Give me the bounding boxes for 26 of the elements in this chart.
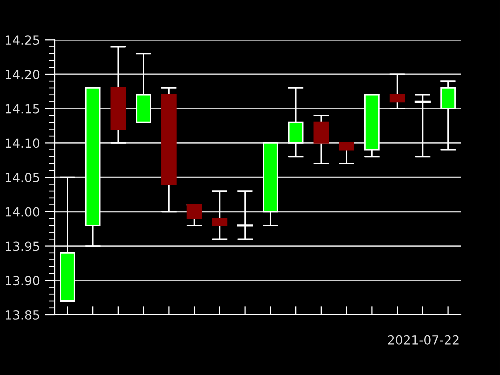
candlestick xyxy=(186,204,202,226)
candlestick xyxy=(85,88,101,247)
candlestick xyxy=(414,94,431,158)
candlestick xyxy=(390,74,406,110)
candlestick xyxy=(263,142,278,226)
candlestick xyxy=(136,53,152,124)
y-tick-label: 13.90 xyxy=(6,276,40,286)
candlestick xyxy=(339,142,354,165)
candlestick xyxy=(212,190,228,240)
y-tick-label: 14.25 xyxy=(6,36,40,46)
candlestick xyxy=(60,176,76,302)
candlestick xyxy=(364,94,380,158)
candlestick xyxy=(288,88,304,158)
candlestick xyxy=(110,46,126,144)
text: 2021-07-22 xyxy=(388,335,459,345)
y-tick-label: 14.05 xyxy=(6,173,40,182)
y-tick-label: 14.10 xyxy=(6,138,40,148)
y-tick-label: 14.15 xyxy=(6,104,40,114)
candlestick xyxy=(162,88,177,213)
candlestick xyxy=(440,80,456,151)
candlestick xyxy=(314,115,330,165)
y-tick-label: 14.00 xyxy=(6,207,40,217)
y-tick-label: 13.95 xyxy=(6,242,40,252)
candlestick xyxy=(237,190,254,240)
y-tick-label: 14.20 xyxy=(6,70,40,80)
y-tick-label: 13.85 xyxy=(6,310,40,320)
